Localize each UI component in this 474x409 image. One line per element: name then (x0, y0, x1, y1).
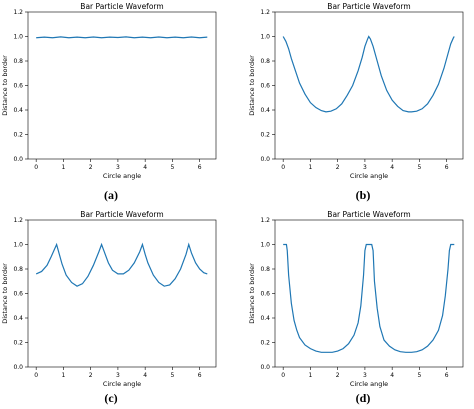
plot-frame (27, 219, 217, 368)
chart-title: Bar Particle Waveform (80, 210, 163, 219)
y-tick-label: 1.0 (260, 242, 270, 249)
y-tick-label: 0.8 (13, 266, 23, 273)
chart-panel-d: Bar Particle Waveform 0 1 2 3 4 5 6 0.0 0.2 0.4 0.6… (248, 210, 464, 388)
x-tick-label: 3 (363, 164, 367, 171)
x-tick-label: 6 (445, 372, 449, 379)
chart-panel-b: Bar Particle Waveform 0 1 2 3 4 5 6 0.0 0.2 0.4 0.6… (248, 2, 464, 180)
x-tick-label: 1 (62, 164, 66, 171)
y-tick-label: 1.2 (13, 9, 23, 16)
x-tick-label: 2 (89, 164, 93, 171)
plot-frame (274, 219, 464, 368)
chart-title: Bar Particle Waveform (327, 210, 410, 219)
x-tick-label: 0 (34, 372, 38, 379)
y-tick-label: 1.0 (13, 242, 23, 249)
x-axis-label: Circle angle (350, 172, 388, 180)
x-tick-label: 1 (62, 372, 66, 379)
y-axis-label: Distance to border (248, 263, 256, 324)
panel-caption-b: (b) (356, 188, 371, 202)
y-tick-label: 0.4 (260, 315, 270, 322)
y-tick-label: 0.6 (13, 83, 23, 90)
y-tick-label: 0.2 (13, 132, 23, 139)
panel-caption-c: (c) (104, 391, 117, 405)
y-tick-label: 0.2 (260, 340, 270, 347)
x-tick-label: 4 (390, 372, 394, 379)
x-axis-label: Circle angle (103, 172, 141, 180)
y-tick-label: 1.0 (13, 34, 23, 41)
series-line (283, 243, 455, 353)
y-tick-label: 0.4 (13, 315, 23, 322)
y-tick-label: 0.8 (13, 58, 23, 65)
x-tick-label: 6 (198, 372, 202, 379)
x-tick-label: 1 (309, 164, 313, 171)
x-tick-label: 5 (417, 372, 421, 379)
plot-frame (274, 11, 464, 160)
x-axis-label: Circle angle (350, 380, 388, 388)
chart-panel-a: Bar Particle Waveform 0 1 2 3 4 5 6 0.0 0.2 0.4 0.6… (1, 2, 217, 180)
x-tick-label: 5 (170, 372, 174, 379)
panel-caption-d: (d) (356, 391, 371, 405)
panel-caption-a: (a) (104, 188, 118, 202)
y-tick-label: 0.6 (260, 83, 270, 90)
y-tick-label: 0.4 (13, 107, 23, 114)
x-axis-label: Circle angle (103, 380, 141, 388)
y-tick-label: 1.2 (13, 217, 23, 224)
chart-title: Bar Particle Waveform (80, 2, 163, 11)
x-tick-label: 4 (143, 164, 147, 171)
series-line (35, 242, 208, 287)
x-tick-label: 5 (170, 164, 174, 171)
x-tick-label: 6 (198, 164, 202, 171)
chart-title: Bar Particle Waveform (327, 2, 410, 11)
x-tick-label: 6 (445, 164, 449, 171)
chart-panel-c: Bar Particle Waveform 0 1 2 3 4 5 6 0.0 0.2 0.4 0.6… (1, 210, 217, 388)
y-tick-label: 0.6 (13, 291, 23, 298)
y-tick-label: 0.0 (13, 156, 23, 163)
y-tick-label: 0.2 (260, 132, 270, 139)
series-line (282, 35, 455, 113)
x-tick-label: 3 (363, 372, 367, 379)
x-tick-label: 2 (336, 164, 340, 171)
y-tick-label: 0.0 (260, 156, 270, 163)
x-tick-label: 2 (89, 372, 93, 379)
x-tick-label: 3 (116, 164, 120, 171)
series-line (36, 36, 208, 39)
x-tick-label: 4 (143, 372, 147, 379)
x-tick-label: 1 (309, 372, 313, 379)
plot-frame (27, 11, 217, 160)
x-tick-label: 4 (390, 164, 394, 171)
y-tick-label: 0.8 (260, 58, 270, 65)
y-tick-label: 0.6 (260, 291, 270, 298)
y-tick-label: 0.0 (260, 364, 270, 371)
y-tick-label: 0.0 (13, 364, 23, 371)
y-tick-label: 0.2 (13, 340, 23, 347)
y-tick-label: 1.2 (260, 9, 270, 16)
x-tick-label: 2 (336, 372, 340, 379)
y-tick-label: 0.8 (260, 266, 270, 273)
x-tick-label: 0 (281, 372, 285, 379)
y-tick-label: 1.0 (260, 34, 270, 41)
x-tick-label: 0 (281, 164, 285, 171)
y-axis-label: Distance to border (1, 263, 9, 324)
x-tick-label: 3 (116, 372, 120, 379)
x-tick-label: 0 (34, 164, 38, 171)
x-tick-label: 5 (417, 164, 421, 171)
y-tick-label: 0.4 (260, 107, 270, 114)
y-tick-label: 1.2 (260, 217, 270, 224)
y-axis-label: Distance to border (248, 55, 256, 116)
y-axis-label: Distance to border (1, 55, 9, 116)
